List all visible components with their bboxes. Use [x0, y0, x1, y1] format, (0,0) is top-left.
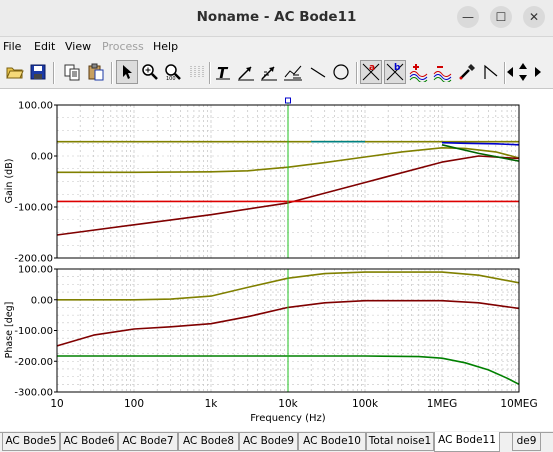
bode-plot-area[interactable]: 100.00 0.00 -100.00 -200.00 100.00 0.00 -100.…	[0, 89, 553, 431]
cursor-group[interactable]	[285, 97, 291, 392]
cursor-b-icon[interactable]: b	[384, 60, 406, 84]
tab-ac-bode11[interactable]: AC Bode11	[434, 432, 500, 452]
arrow-tool-icon[interactable]	[235, 60, 257, 84]
grid-icon[interactable]	[186, 60, 208, 84]
maximize-button[interactable]: ☐	[490, 6, 512, 28]
minimize-button[interactable]: —	[457, 6, 479, 28]
x-axis-label: Frequency (Hz)	[250, 413, 326, 424]
wave-add-icon[interactable]	[408, 60, 430, 84]
pointer-icon[interactable]	[116, 60, 138, 84]
gain-plot-frame	[56, 104, 520, 259]
menu-file[interactable]: File	[3, 40, 22, 53]
menu-process[interactable]: Process	[102, 40, 144, 53]
phase-y-tick-label: -100.00	[14, 326, 53, 337]
line-tool-icon[interactable]	[307, 60, 329, 84]
menu-help[interactable]: Help	[153, 40, 179, 53]
gain-series-line-4	[441, 144, 520, 162]
phase-y-axis-label: Phase [deg]	[4, 302, 15, 359]
tab-ac-bode9[interactable]: AC Bode9	[239, 433, 298, 451]
phase-y-tick-label: -200.00	[14, 357, 53, 368]
x-tick-label: 10MEG	[500, 398, 537, 410]
window-title: Noname - AC Bode11	[196, 9, 357, 25]
tab-partial[interactable]: de9	[512, 433, 541, 451]
text-tool-icon[interactable]: T	[212, 60, 234, 84]
tab-ac-bode5[interactable]: AC Bode5	[2, 433, 60, 451]
toolbar-separator	[356, 62, 358, 84]
scroll-right-icon[interactable]	[532, 60, 544, 84]
open-folder-icon[interactable]	[4, 60, 26, 84]
x-tick-label: 100k	[352, 398, 379, 410]
tab-bar: AC Bode5 AC Bode6 AC Bode7 AC Bode8 AC B…	[0, 432, 553, 452]
gain-series-group	[56, 140, 520, 236]
x-tick-label: 1MEG	[427, 398, 458, 410]
ellipse-tool-icon[interactable]	[330, 60, 352, 84]
scroll-up-down-icon[interactable]	[516, 60, 530, 84]
menu-view[interactable]: View	[65, 40, 92, 53]
toolbar: 100 T a b	[0, 58, 553, 89]
cursor-handle[interactable]	[285, 97, 291, 104]
paste-icon[interactable]	[85, 60, 107, 84]
line-style-icon[interactable]	[480, 60, 502, 84]
gain-y-tick-label: -200.00	[14, 254, 53, 265]
toolbar-separator	[53, 62, 55, 84]
tab-ac-bode8[interactable]: AC Bode8	[178, 433, 239, 451]
copy-icon[interactable]	[61, 60, 83, 84]
annotation-tool-icon[interactable]	[282, 60, 304, 84]
phase-y-tick-label: -300.00	[14, 388, 53, 399]
gain-grid	[57, 105, 519, 258]
svg-text:100: 100	[166, 76, 176, 81]
close-button[interactable]: ✕	[523, 6, 545, 28]
phase-series-line-1	[56, 299, 520, 347]
window-titlebar: Noname - AC Bode11 — ☐ ✕	[0, 0, 553, 37]
save-icon[interactable]	[27, 60, 49, 84]
phase-y-tick-label: 0.00	[31, 295, 53, 306]
bode-plot-svg[interactable]: 100.00 0.00 -100.00 -200.00 100.00 0.00 -100.…	[0, 89, 553, 431]
toolbar-separator	[504, 62, 506, 84]
menu-bar: File Edit View Process Help	[0, 37, 553, 57]
x-tick-label: 10	[50, 398, 63, 410]
x-tick-label: 1k	[205, 398, 219, 410]
phase-y-tick-labels: 100.00 0.00 -100.00 -200.00 -300.00	[14, 265, 57, 399]
tab-ac-bode7[interactable]: AC Bode7	[118, 433, 178, 451]
x-tick-label: 10k	[278, 398, 298, 410]
menu-edit[interactable]: Edit	[34, 40, 56, 53]
gain-series-line-1	[57, 146, 520, 174]
gain-y-tick-label: -100.00	[14, 203, 53, 214]
gain-series-line-2	[56, 155, 520, 236]
wave-delete-icon[interactable]	[432, 60, 454, 84]
svg-text:T: T	[217, 64, 229, 80]
x-tick-label: 100	[124, 398, 144, 410]
gain-y-tick-labels: 100.00 0.00 -100.00 -200.00	[14, 101, 57, 265]
svg-text:b: b	[394, 63, 401, 73]
svg-text:a: a	[369, 63, 375, 73]
phase-series-line-2	[57, 355, 520, 386]
gain-y-tick-label: 100.00	[18, 101, 53, 112]
gain-series-line-5	[441, 141, 520, 146]
toolbar-separator	[111, 62, 113, 84]
zoom-in-icon[interactable]	[139, 60, 161, 84]
tab-ac-bode6[interactable]: AC Bode6	[60, 433, 118, 451]
tab-ac-bode10[interactable]: AC Bode10	[298, 433, 366, 451]
gain-y-tick-label: 0.00	[31, 152, 53, 163]
tab-total-noise1[interactable]: Total noise1	[366, 433, 434, 451]
scroll-left-icon[interactable]	[504, 60, 516, 84]
phase-y-tick-label: 100.00	[18, 265, 53, 276]
gain-y-axis-label: Gain (dB)	[4, 159, 15, 204]
toolbar-separator	[209, 62, 211, 84]
cursor-a-icon[interactable]: a	[360, 60, 382, 84]
x-tick-labels: 10 100 1k 10k 100k 1MEG 10MEG	[50, 398, 537, 410]
zoom-100-icon[interactable]: 100	[162, 60, 184, 84]
arrow-label-tool-icon[interactable]	[258, 60, 280, 84]
color-pick-icon[interactable]	[456, 60, 478, 84]
